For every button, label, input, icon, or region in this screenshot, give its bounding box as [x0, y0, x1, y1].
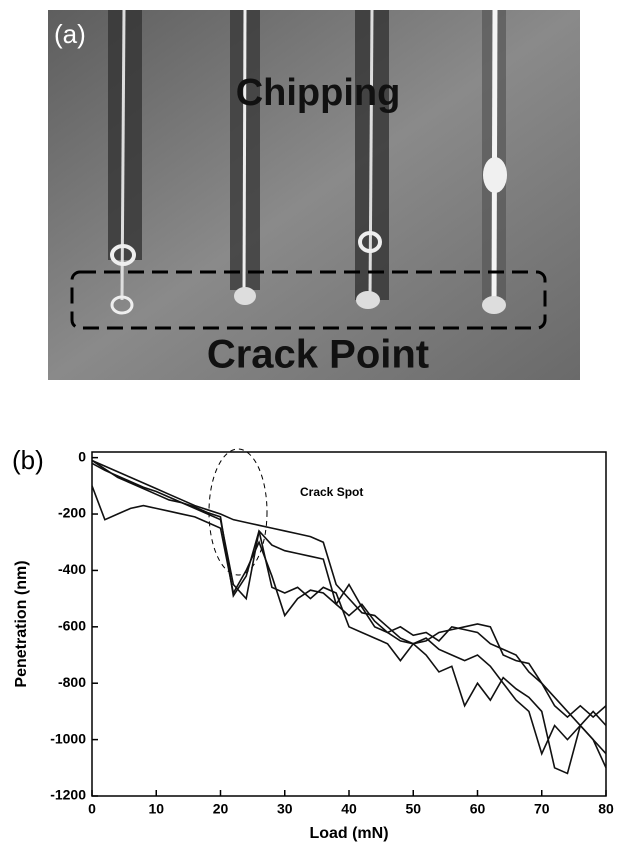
x-tick-label: 30 [277, 801, 293, 817]
y-tick-label: -800 [58, 674, 86, 690]
annotation: Crack Point [207, 333, 429, 377]
series-line [91, 485, 607, 756]
x-tick-label: 70 [534, 801, 550, 817]
y-tick-label: -1200 [50, 787, 86, 803]
y-tick-label: -400 [58, 561, 86, 577]
series-line [91, 459, 607, 719]
panel-label: (a) [54, 19, 86, 49]
series-line [91, 459, 607, 727]
y-tick-label: -600 [58, 618, 86, 634]
y-axis-label: Penetration (nm) [13, 560, 30, 687]
x-axis-label: Load (mN) [309, 825, 388, 842]
x-tick-label: 20 [213, 801, 229, 817]
x-tick-label: 40 [341, 801, 357, 817]
y-tick-label: 0 [78, 448, 86, 464]
annotation: Chipping [236, 72, 401, 114]
x-tick-label: 10 [148, 801, 164, 817]
x-tick-label: 50 [405, 801, 421, 817]
y-tick-label: -200 [58, 505, 86, 521]
panel-label: (b) [12, 445, 44, 475]
plot-frame [91, 451, 607, 797]
photo-panel: (a) Chipping Crack Point [48, 9, 580, 380]
x-tick-label: 0 [88, 801, 96, 817]
crack-spot-outline [208, 448, 268, 576]
series-line [91, 462, 607, 775]
scratch-tracks [108, 9, 507, 315]
chart: (b) Load (mN) Penetration (nm) Crack Spo… [12, 445, 614, 842]
crack-point-box [70, 270, 547, 330]
x-tick-label: 60 [470, 801, 486, 817]
x-tick-label: 80 [598, 801, 614, 817]
annotation: Crack Spot [300, 485, 363, 499]
y-tick-label: -1000 [50, 730, 86, 746]
